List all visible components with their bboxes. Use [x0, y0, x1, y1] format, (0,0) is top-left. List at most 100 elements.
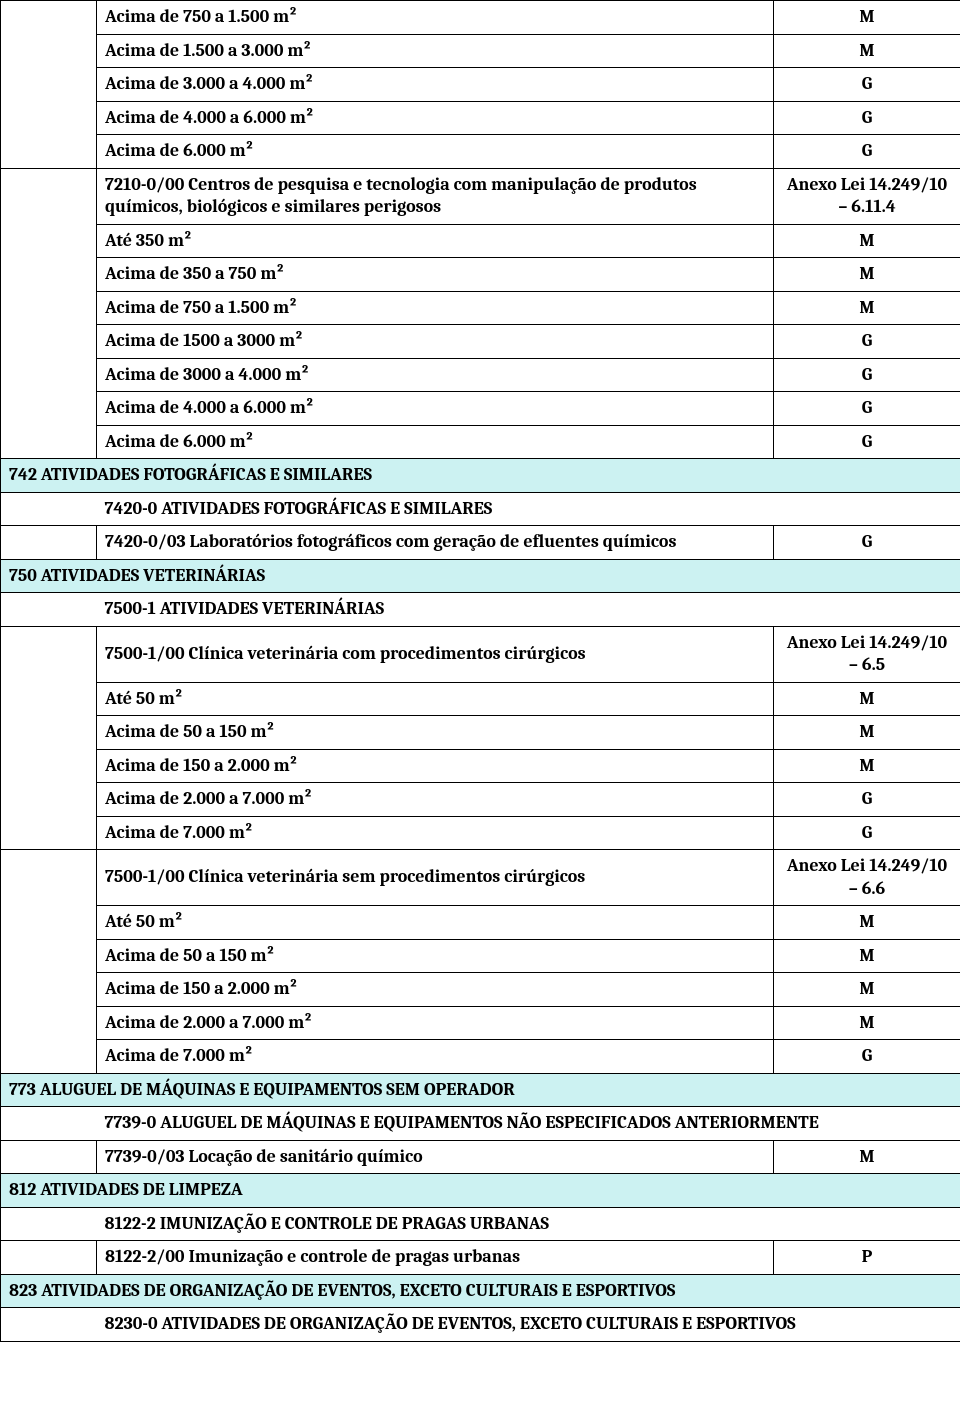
table-row: Acima de 6.000 m²G	[1, 425, 960, 459]
code-cell: G	[774, 816, 960, 850]
code-cell: Anexo Lei 14.249/10 – 6.5	[774, 626, 960, 682]
table-row: Acima de 750 a 1.500 m²M	[1, 291, 960, 325]
description-cell: 7739-0/03 Locação de sanitário químico	[97, 1140, 774, 1174]
code-cell: M	[774, 682, 960, 716]
table-row: Acima de 2.000 a 7.000 m²G	[1, 783, 960, 817]
code-cell: G	[774, 325, 960, 359]
description-cell: Acima de 1500 a 3000 m²	[97, 325, 774, 359]
description-cell: Acima de 1.500 a 3.000 m²	[97, 34, 774, 68]
description-cell: Até 50 m²	[97, 906, 774, 940]
code-cell: M	[774, 973, 960, 1007]
description-cell: Acima de 4.000 a 6.000 m²	[97, 392, 774, 426]
description-cell: Acima de 150 a 2.000 m²	[97, 749, 774, 783]
description-cell: Acima de 150 a 2.000 m²	[97, 973, 774, 1007]
table-row: Acima de 3.000 a 4.000 m²G	[1, 68, 960, 102]
subsection-header: 8122-2 IMUNIZAÇÃO E CONTROLE DE PRAGAS U…	[97, 1207, 960, 1241]
table-row: Acima de 3000 a 4.000 m²G	[1, 358, 960, 392]
description-cell: 7500-1/00 Clínica veterinária com proced…	[97, 626, 774, 682]
description-cell: 7420-0/03 Laboratórios fotográficos com …	[97, 526, 774, 560]
table-row: 750 ATIVIDADES VETERINÁRIAS	[1, 559, 960, 593]
code-cell: M	[774, 258, 960, 292]
code-cell: G	[774, 526, 960, 560]
description-cell: Acima de 750 a 1.500 m²	[97, 1, 774, 35]
table-row: Acima de 50 a 150 m²M	[1, 939, 960, 973]
code-cell: M	[774, 1006, 960, 1040]
subsection-header: 7739-0 ALUGUEL DE MÁQUINAS E EQUIPAMENTO…	[97, 1107, 960, 1141]
table-row: Acima de 1.500 a 3.000 m²M	[1, 34, 960, 68]
code-cell: G	[774, 425, 960, 459]
table-row: 823 ATIVIDADES DE ORGANIZAÇÃO DE EVENTOS…	[1, 1274, 960, 1308]
section-header: 750 ATIVIDADES VETERINÁRIAS	[1, 559, 960, 593]
code-cell: M	[774, 716, 960, 750]
description-cell: Acima de 750 a 1.500 m²	[97, 291, 774, 325]
description-cell: Acima de 50 a 150 m²	[97, 939, 774, 973]
description-cell: Acima de 2.000 a 7.000 m²	[97, 783, 774, 817]
description-cell: Acima de 350 a 750 m²	[97, 258, 774, 292]
table-row: Acima de 4.000 a 6.000 m²G	[1, 101, 960, 135]
table-row: Acima de 1500 a 3000 m²G	[1, 325, 960, 359]
table-row: 7500-1/00 Clínica veterinária sem proced…	[1, 850, 960, 906]
description-cell: Acima de 3.000 a 4.000 m²	[97, 68, 774, 102]
table-row: Acima de 750 a 1.500 m²M	[1, 1, 960, 35]
code-cell: G	[774, 358, 960, 392]
group-stub	[1, 1241, 97, 1275]
description-cell: Até 50 m²	[97, 682, 774, 716]
table-row: 742 ATIVIDADES FOTOGRÁFICAS E SIMILARES	[1, 459, 960, 493]
subheader-stub	[1, 593, 97, 627]
table-row: Acima de 6.000 m²G	[1, 135, 960, 169]
description-cell: Acima de 6.000 m²	[97, 135, 774, 169]
table-row: Até 350 m²M	[1, 224, 960, 258]
subsection-header: 8230-0 ATIVIDADES DE ORGANIZAÇÃO DE EVEN…	[97, 1308, 960, 1342]
code-cell: M	[774, 749, 960, 783]
code-cell: M	[774, 291, 960, 325]
table-row: 7500-1/00 Clínica veterinária com proced…	[1, 626, 960, 682]
code-cell: M	[774, 1140, 960, 1174]
description-cell: Acima de 2.000 a 7.000 m²	[97, 1006, 774, 1040]
code-cell: G	[774, 1040, 960, 1074]
table-row: 8122-2 IMUNIZAÇÃO E CONTROLE DE PRAGAS U…	[1, 1207, 960, 1241]
code-cell: G	[774, 392, 960, 426]
table-row: 7420-0 ATIVIDADES FOTOGRÁFICAS E SIMILAR…	[1, 492, 960, 526]
section-header: 812 ATIVIDADES DE LIMPEZA	[1, 1174, 960, 1208]
group-stub	[1, 1140, 97, 1174]
table-row: Acima de 150 a 2.000 m²M	[1, 749, 960, 783]
description-cell: Acima de 6.000 m²	[97, 425, 774, 459]
description-cell: Acima de 4.000 a 6.000 m²	[97, 101, 774, 135]
group-stub	[1, 168, 97, 459]
table-row: 8122-2/00 Imunização e controle de praga…	[1, 1241, 960, 1275]
code-cell: G	[774, 783, 960, 817]
description-cell: 7210-0/00 Centros de pesquisa e tecnolog…	[97, 168, 774, 224]
code-cell: M	[774, 34, 960, 68]
section-header: 823 ATIVIDADES DE ORGANIZAÇÃO DE EVENTOS…	[1, 1274, 960, 1308]
table-row: 7210-0/00 Centros de pesquisa e tecnolog…	[1, 168, 960, 224]
subheader-stub	[1, 1308, 97, 1342]
group-stub	[1, 1, 97, 169]
code-cell: M	[774, 906, 960, 940]
code-cell: M	[774, 1, 960, 35]
description-cell: Acima de 50 a 150 m²	[97, 716, 774, 750]
code-cell: G	[774, 68, 960, 102]
table-row: 773 ALUGUEL DE MÁQUINAS E EQUIPAMENTOS S…	[1, 1073, 960, 1107]
table-row: 7739-0 ALUGUEL DE MÁQUINAS E EQUIPAMENTO…	[1, 1107, 960, 1141]
description-cell: Acima de 7.000 m²	[97, 1040, 774, 1074]
group-stub	[1, 526, 97, 560]
table-row: Acima de 150 a 2.000 m²M	[1, 973, 960, 1007]
table-row: 8230-0 ATIVIDADES DE ORGANIZAÇÃO DE EVEN…	[1, 1308, 960, 1342]
code-cell: Anexo Lei 14.249/10 – 6.11.4	[774, 168, 960, 224]
subheader-stub	[1, 1207, 97, 1241]
group-stub	[1, 626, 97, 850]
code-cell: M	[774, 224, 960, 258]
subheader-stub	[1, 492, 97, 526]
table-row: 7500-1 ATIVIDADES VETERINÁRIAS	[1, 593, 960, 627]
table-row: Acima de 4.000 a 6.000 m²G	[1, 392, 960, 426]
table-row: 812 ATIVIDADES DE LIMPEZA	[1, 1174, 960, 1208]
code-cell: G	[774, 101, 960, 135]
description-cell: 7500-1/00 Clínica veterinária sem proced…	[97, 850, 774, 906]
table-row: Acima de 2.000 a 7.000 m²M	[1, 1006, 960, 1040]
classification-table: Acima de 750 a 1.500 m²MAcima de 1.500 a…	[0, 0, 960, 1342]
section-header: 742 ATIVIDADES FOTOGRÁFICAS E SIMILARES	[1, 459, 960, 493]
table-row: Acima de 350 a 750 m²M	[1, 258, 960, 292]
description-cell: 8122-2/00 Imunização e controle de praga…	[97, 1241, 774, 1275]
code-cell: G	[774, 135, 960, 169]
subheader-stub	[1, 1107, 97, 1141]
